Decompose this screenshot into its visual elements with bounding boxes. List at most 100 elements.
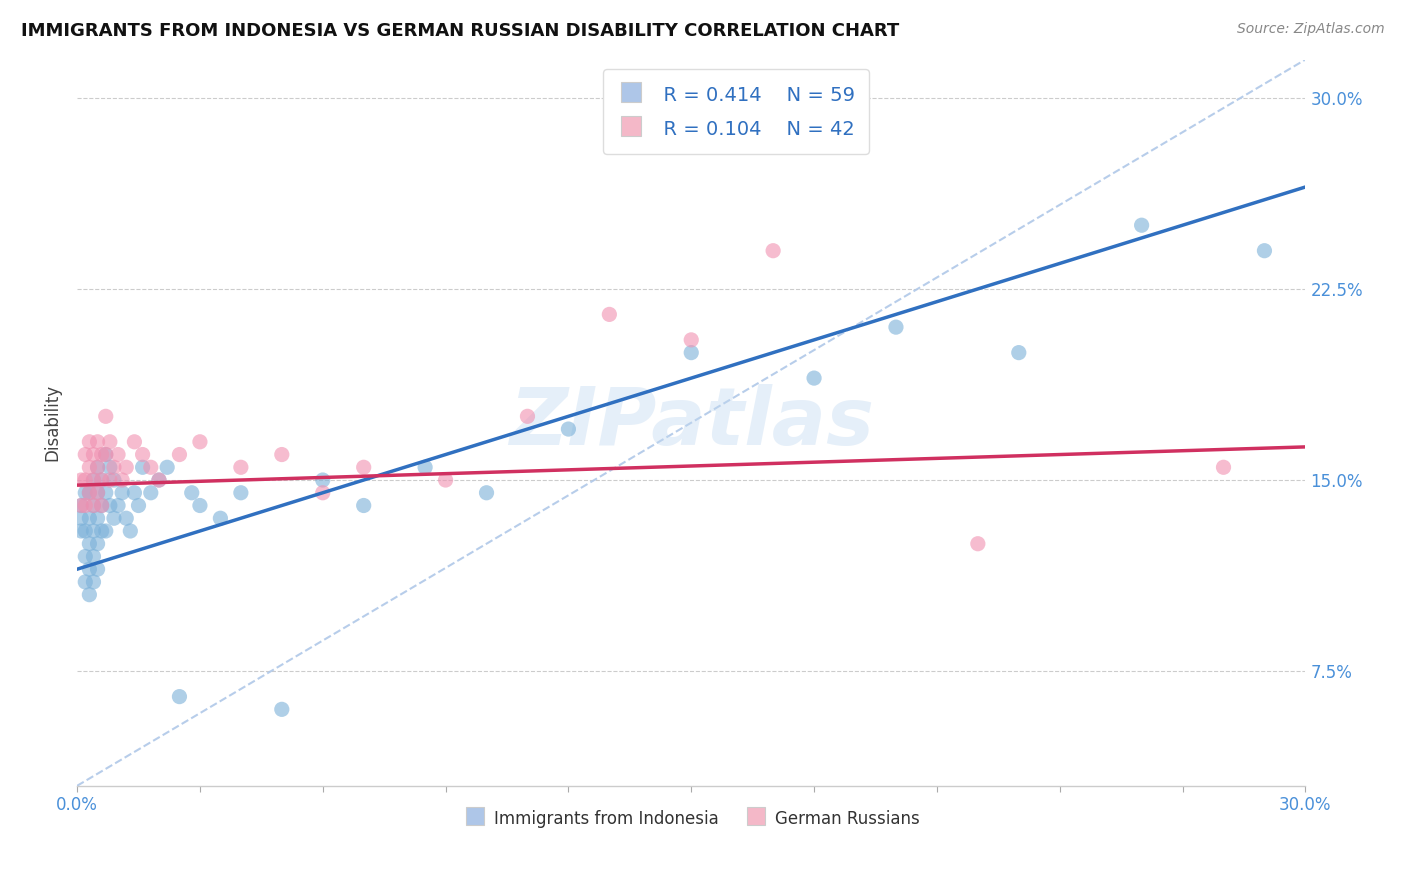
Point: [180, 485, 202, 500]
Point: [107, 448, 129, 462]
Point: [94, 448, 117, 462]
Point: [86, 562, 108, 576]
Point: [86, 511, 108, 525]
Point: [86, 434, 108, 449]
Point: [598, 307, 620, 321]
Point: [1253, 244, 1275, 258]
Point: [70, 511, 93, 525]
Point: [312, 473, 335, 487]
Point: [94, 524, 117, 538]
Point: [229, 460, 252, 475]
Point: [82, 473, 104, 487]
Point: [70, 499, 93, 513]
Point: [1212, 460, 1234, 475]
Text: ZIPatlas: ZIPatlas: [509, 384, 873, 462]
Point: [75, 448, 97, 462]
Point: [82, 574, 104, 589]
Point: [94, 409, 117, 424]
Point: [82, 549, 104, 564]
Point: [70, 473, 93, 487]
Point: [115, 511, 138, 525]
Point: [229, 485, 252, 500]
Point: [111, 473, 134, 487]
Point: [1130, 218, 1153, 232]
Point: [94, 448, 117, 462]
Point: [98, 460, 121, 475]
Point: [475, 485, 498, 500]
Point: [79, 434, 101, 449]
Point: [75, 549, 97, 564]
Point: [82, 499, 104, 513]
Point: [79, 537, 101, 551]
Point: [413, 460, 436, 475]
Point: [79, 562, 101, 576]
Point: [103, 511, 125, 525]
Point: [124, 434, 146, 449]
Point: [312, 485, 335, 500]
Point: [169, 448, 191, 462]
Point: [188, 499, 211, 513]
Point: [209, 511, 232, 525]
Point: [75, 574, 97, 589]
Point: [966, 537, 988, 551]
Point: [70, 499, 93, 513]
Point: [124, 485, 146, 500]
Point: [82, 524, 104, 538]
Point: [148, 473, 170, 487]
Point: [120, 524, 142, 538]
Point: [148, 473, 170, 487]
Point: [139, 485, 162, 500]
Point: [75, 485, 97, 500]
Point: [79, 511, 101, 525]
Point: [107, 499, 129, 513]
Point: [98, 434, 121, 449]
Text: Source: ZipAtlas.com: Source: ZipAtlas.com: [1237, 22, 1385, 37]
Point: [803, 371, 825, 385]
Point: [115, 460, 138, 475]
Point: [103, 473, 125, 487]
Point: [270, 702, 292, 716]
Point: [86, 485, 108, 500]
Point: [79, 485, 101, 500]
Point: [131, 448, 153, 462]
Point: [98, 473, 121, 487]
Point: [90, 499, 112, 513]
Point: [79, 588, 101, 602]
Point: [86, 460, 108, 475]
Point: [884, 320, 907, 334]
Point: [82, 473, 104, 487]
Point: [131, 460, 153, 475]
Point: [70, 524, 93, 538]
Point: [82, 499, 104, 513]
Point: [681, 345, 703, 359]
Point: [86, 460, 108, 475]
Point: [98, 499, 121, 513]
Point: [139, 460, 162, 475]
Point: [94, 485, 117, 500]
Point: [90, 473, 112, 487]
Point: [75, 524, 97, 538]
Point: [103, 460, 125, 475]
Point: [86, 485, 108, 500]
Point: [128, 499, 150, 513]
Legend: Immigrants from Indonesia, German Russians: Immigrants from Indonesia, German Russia…: [456, 802, 927, 836]
Point: [169, 690, 191, 704]
Point: [90, 499, 112, 513]
Point: [86, 537, 108, 551]
Point: [270, 448, 292, 462]
Point: [90, 448, 112, 462]
Point: [111, 485, 134, 500]
Point: [90, 473, 112, 487]
Point: [353, 499, 375, 513]
Point: [434, 473, 457, 487]
Point: [681, 333, 703, 347]
Point: [1008, 345, 1031, 359]
Point: [188, 434, 211, 449]
Point: [762, 244, 785, 258]
Point: [557, 422, 579, 436]
Point: [79, 485, 101, 500]
Point: [75, 499, 97, 513]
Point: [156, 460, 179, 475]
Point: [79, 460, 101, 475]
Point: [516, 409, 538, 424]
